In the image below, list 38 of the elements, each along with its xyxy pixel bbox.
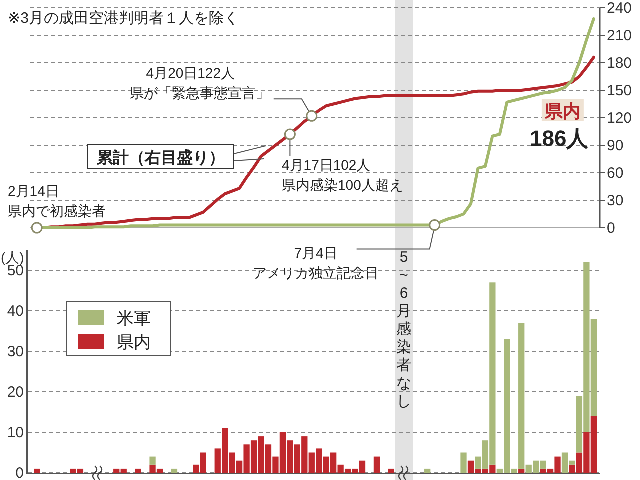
y-tick-label: 90 xyxy=(607,138,624,154)
annotation: 4月17日102人 xyxy=(282,157,371,173)
annotation: 累計（右目盛り） xyxy=(96,149,225,167)
bar xyxy=(388,468,395,473)
y-tick-label: 60 xyxy=(607,165,624,182)
annotation: ※3月の成田空港判明者１人を除く xyxy=(8,10,239,27)
bar xyxy=(150,456,156,465)
text: 5~6月感染者なし xyxy=(396,249,412,410)
annotation: 県内で初感染者 xyxy=(8,203,106,219)
bar xyxy=(460,452,467,473)
bar xyxy=(34,468,40,473)
bar xyxy=(518,468,525,473)
annotation: 4月20日122人 xyxy=(146,65,235,81)
y-tick-label: 20 xyxy=(7,384,24,401)
y-tick-label: 210 xyxy=(607,28,632,44)
annotation: 186人 xyxy=(530,126,590,151)
y-tick-label: 30 xyxy=(7,344,24,360)
annotation: 県が「緊急事態宣言」 xyxy=(130,85,270,101)
y-tick-label: 150 xyxy=(607,82,632,100)
annotation: 7月4日 xyxy=(294,245,338,261)
annotation: 2月14日 xyxy=(8,183,60,199)
y-tick-label: 180 xyxy=(607,55,632,72)
bar xyxy=(171,468,178,473)
y-axis-title: (人) xyxy=(1,249,24,266)
bar xyxy=(135,468,142,473)
y-tick-label: 240 xyxy=(607,0,632,17)
legend-label: 米軍 xyxy=(117,309,151,328)
y-tick-label: 120 xyxy=(607,110,632,127)
legend-label: 県内 xyxy=(117,333,151,352)
y-tick-label: 0 xyxy=(16,465,24,480)
y-tick-label: 40 xyxy=(7,303,24,320)
y-tick-label: 0 xyxy=(607,220,616,237)
series-label: 県内 xyxy=(544,102,581,122)
bar xyxy=(374,456,380,473)
y-tick-label: 30 xyxy=(607,192,624,210)
bar xyxy=(424,468,431,473)
y-tick-label: 10 xyxy=(7,424,24,442)
annotation: 県内感染100人超え xyxy=(282,177,404,193)
